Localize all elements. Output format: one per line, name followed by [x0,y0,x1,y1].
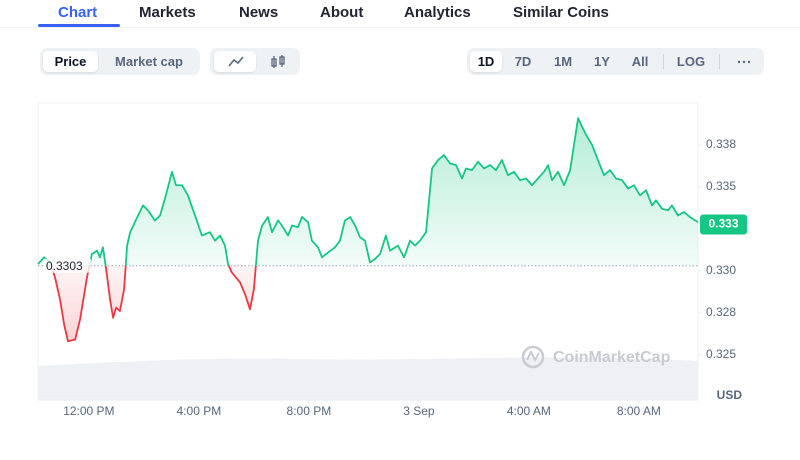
x-tick-label: 4:00 AM [507,404,551,418]
baseline-label: 0.3303 [46,259,83,273]
chart-style-toggle [210,48,300,75]
tab[interactable]: Analytics [404,4,471,21]
toggle-button[interactable]: Market cap [115,54,183,69]
baseline-label-bg [43,258,91,273]
watermark-logo [526,349,540,363]
line-style-button[interactable] [214,51,256,72]
dot [747,60,751,64]
x-tick-label: 8:00 AM [617,404,661,418]
toggle-button[interactable]: Price [43,51,98,72]
watermark-logo [521,345,545,369]
icon-stroke [228,56,244,67]
price-badge [700,214,747,235]
line-icon [228,56,244,67]
tab[interactable]: About [320,4,364,21]
range-selector: 1D 7D 1M 1Y All LOG [467,48,764,75]
tab[interactable]: Similar Coins [513,4,609,21]
x-tick-label: 4:00 PM [177,404,222,418]
range-button[interactable]: All [631,54,649,69]
candle-style-button[interactable] [258,51,298,72]
tab[interactable]: News [239,4,279,21]
candle-icon [271,55,285,68]
price-line [37,117,699,343]
y-tick-label: 0.328 [706,305,736,319]
price-area [38,118,698,342]
y-tick-label: 0.325 [706,347,736,361]
range-button[interactable]: 1Y [594,54,610,69]
range-button[interactable]: 1D [470,51,502,72]
dot [737,60,741,64]
more-icon [737,60,751,64]
divider [663,54,664,69]
y-tick-label: 0.338 [706,137,736,151]
x-tick-label: 12:00 PM [63,404,114,418]
tab-bar: Chart Markets News About Analytics Simil… [0,0,800,28]
price-badge-label: 0.333 [708,217,738,231]
x-tick-label: 3 Sep [403,404,435,418]
tab[interactable]: Markets [139,4,196,21]
metric-toggle: Price Market cap [40,48,200,75]
x-tick-label: 8:00 PM [287,404,332,418]
watermark-text: CoinMarketCap [553,349,671,366]
more-button[interactable] [729,51,759,72]
range-button[interactable]: 7D [514,54,532,69]
y-tick-label: 0.335 [706,179,736,193]
y-tick-label: 0.330 [706,263,736,277]
volume-area [38,357,698,400]
watermark: CoinMarketCap [521,345,671,369]
y-unit-label: USD [717,388,743,402]
divider [719,54,720,69]
active-tab-indicator [38,24,120,27]
dot [742,60,746,64]
tab[interactable]: Chart [58,4,98,21]
range-button[interactable]: LOG [676,54,706,69]
range-button[interactable]: 1M [553,54,573,69]
